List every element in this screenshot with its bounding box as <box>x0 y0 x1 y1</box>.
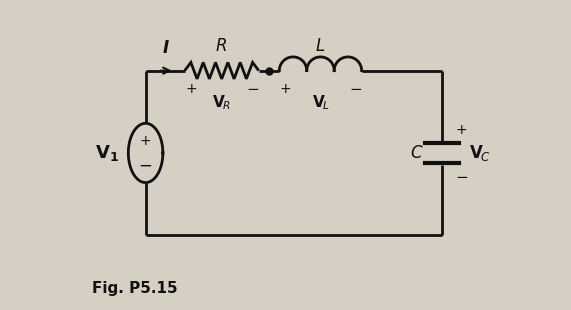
Text: −: − <box>139 156 152 174</box>
Text: L: L <box>316 37 325 55</box>
Text: −: − <box>246 82 259 97</box>
Text: −: − <box>455 170 468 185</box>
Text: −: − <box>349 82 362 97</box>
Text: R: R <box>216 37 227 55</box>
Text: C: C <box>411 144 422 162</box>
Text: +: + <box>455 123 467 137</box>
Text: $\mathbf{V}_{\!\mathit{C}}$: $\mathbf{V}_{\!\mathit{C}}$ <box>469 143 490 163</box>
Text: +: + <box>140 134 151 148</box>
Text: +: + <box>280 82 291 96</box>
Text: $\mathbf{V}_{\mathbf{1}}$: $\mathbf{V}_{\mathbf{1}}$ <box>95 143 119 163</box>
Text: $\mathbf{V}_{\!R}$: $\mathbf{V}_{\!R}$ <box>212 93 231 112</box>
Text: Fig. P5.15: Fig. P5.15 <box>92 281 178 296</box>
Text: I: I <box>163 39 169 57</box>
Text: +: + <box>185 82 196 96</box>
Text: $\mathbf{V}_{\!L}$: $\mathbf{V}_{\!L}$ <box>312 93 329 112</box>
